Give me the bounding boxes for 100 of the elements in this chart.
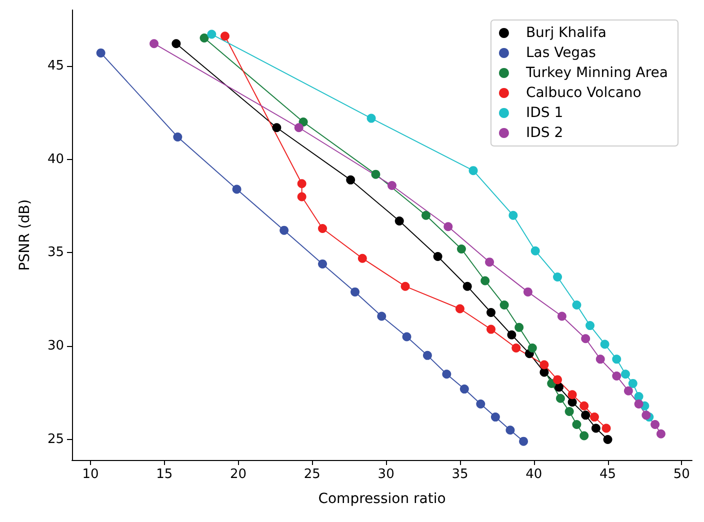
point xyxy=(387,181,396,190)
y-tick-label: 30 xyxy=(47,338,64,354)
point xyxy=(572,300,582,310)
point xyxy=(634,399,644,408)
point xyxy=(358,254,367,263)
point xyxy=(490,412,500,422)
point xyxy=(433,252,442,261)
x-tick-label: 45 xyxy=(599,467,616,482)
point xyxy=(400,282,410,291)
x-tick-label: 40 xyxy=(526,467,542,482)
point xyxy=(564,406,574,416)
x-tick-label: 15 xyxy=(156,467,173,482)
point xyxy=(591,424,600,433)
point xyxy=(377,312,386,321)
legend-label: Las Vegas xyxy=(526,45,596,61)
point xyxy=(650,420,660,430)
point xyxy=(297,179,306,188)
point xyxy=(506,426,515,435)
y-tick-label: 35 xyxy=(47,245,64,260)
point xyxy=(553,375,562,384)
point xyxy=(150,39,159,48)
point xyxy=(455,304,464,314)
y-tick-label: 25 xyxy=(47,432,64,447)
point xyxy=(642,410,651,420)
legend-label: Calbuco Volcano xyxy=(526,85,642,101)
point xyxy=(232,184,242,194)
point xyxy=(530,246,540,256)
x-tick-label: 30 xyxy=(378,467,394,482)
point xyxy=(294,123,304,132)
point xyxy=(602,424,611,433)
point xyxy=(581,334,590,344)
point xyxy=(207,30,216,39)
point xyxy=(200,34,209,43)
point xyxy=(460,384,469,394)
point xyxy=(512,343,521,352)
point xyxy=(580,431,589,440)
point xyxy=(586,321,595,330)
point xyxy=(621,370,630,379)
point xyxy=(468,166,478,176)
point xyxy=(485,258,494,267)
legend-label: Burj Khalifa xyxy=(526,25,606,41)
point xyxy=(603,434,612,444)
point xyxy=(634,392,644,402)
point xyxy=(553,272,562,282)
x-tick-label: 35 xyxy=(452,467,468,482)
point xyxy=(590,412,599,422)
point xyxy=(462,282,472,291)
point xyxy=(656,429,666,438)
point xyxy=(581,410,590,420)
x-tick-label: 25 xyxy=(304,467,320,482)
point xyxy=(540,368,549,377)
point xyxy=(508,210,518,220)
point xyxy=(596,354,605,364)
y-tick-label: 40 xyxy=(47,152,64,167)
point xyxy=(442,370,452,379)
point xyxy=(421,210,430,220)
point xyxy=(350,287,360,296)
x-axis-title: Compression ratio xyxy=(318,491,446,507)
y-tick-label: 45 xyxy=(47,58,64,74)
point xyxy=(480,276,490,286)
point xyxy=(514,322,524,332)
point xyxy=(572,420,582,430)
legend-label: Turkey Minning Area xyxy=(524,65,668,81)
point xyxy=(346,175,356,184)
point xyxy=(172,39,181,48)
point xyxy=(519,436,528,446)
point xyxy=(507,330,516,340)
point xyxy=(280,226,289,235)
point xyxy=(297,192,306,202)
point xyxy=(612,354,622,364)
point xyxy=(486,308,496,317)
point xyxy=(612,371,622,380)
x-tick-label: 10 xyxy=(82,467,99,482)
point xyxy=(272,123,282,132)
point xyxy=(402,332,412,342)
y-axis-title: PSNR (dB) xyxy=(17,199,33,271)
point xyxy=(371,170,380,179)
point xyxy=(580,401,589,410)
point xyxy=(444,222,453,232)
legend-label: IDS 2 xyxy=(526,125,564,141)
point xyxy=(600,340,610,349)
point xyxy=(456,244,466,254)
point xyxy=(220,32,230,41)
point xyxy=(318,224,328,233)
x-tick-label: 20 xyxy=(230,467,247,482)
point xyxy=(523,287,532,296)
legend-label: IDS 1 xyxy=(526,105,564,121)
point xyxy=(557,312,566,321)
point xyxy=(540,360,549,370)
point xyxy=(486,324,496,334)
point xyxy=(394,216,404,226)
point xyxy=(96,48,106,58)
point xyxy=(568,398,577,407)
point xyxy=(500,300,509,310)
point xyxy=(528,343,537,352)
point xyxy=(568,390,577,400)
point xyxy=(624,386,633,396)
point xyxy=(173,132,182,142)
point xyxy=(476,399,486,408)
point xyxy=(628,378,638,388)
